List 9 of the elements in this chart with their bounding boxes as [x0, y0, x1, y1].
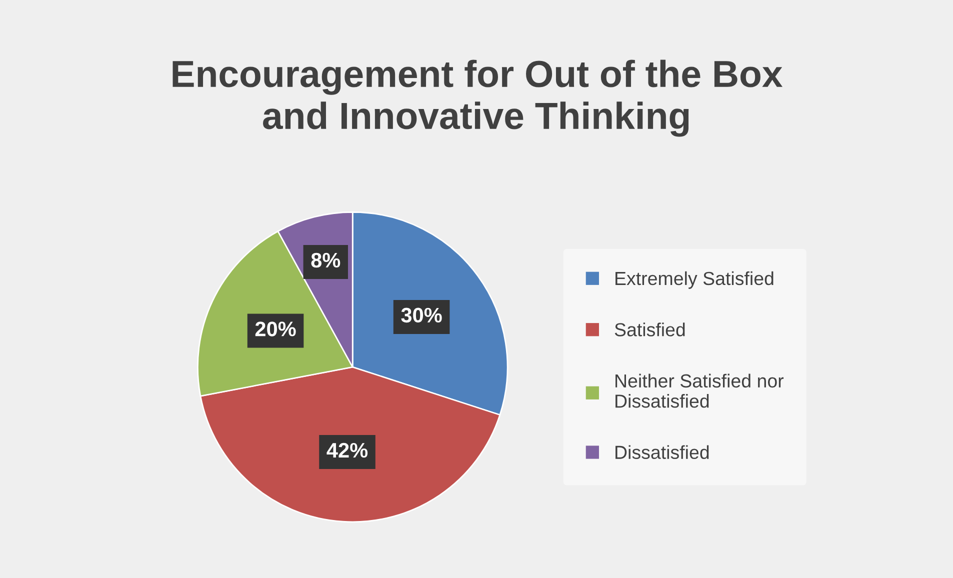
legend-label: Satisfied: [614, 322, 685, 336]
data-label: 20%: [255, 322, 296, 336]
data-label: 42%: [326, 442, 368, 458]
legend-label: Neither Satisfied nor Dissatisfied: [616, 374, 784, 408]
legend-label: Extremely Satisfied: [616, 271, 774, 289]
data-label: 30%: [401, 308, 442, 323]
data-label: 8%: [311, 252, 340, 268]
legend-label: Dissatisfied: [616, 445, 709, 460]
chart-title: Encouragement for Out of the Box and Innovative Thinking: [172, 60, 783, 137]
